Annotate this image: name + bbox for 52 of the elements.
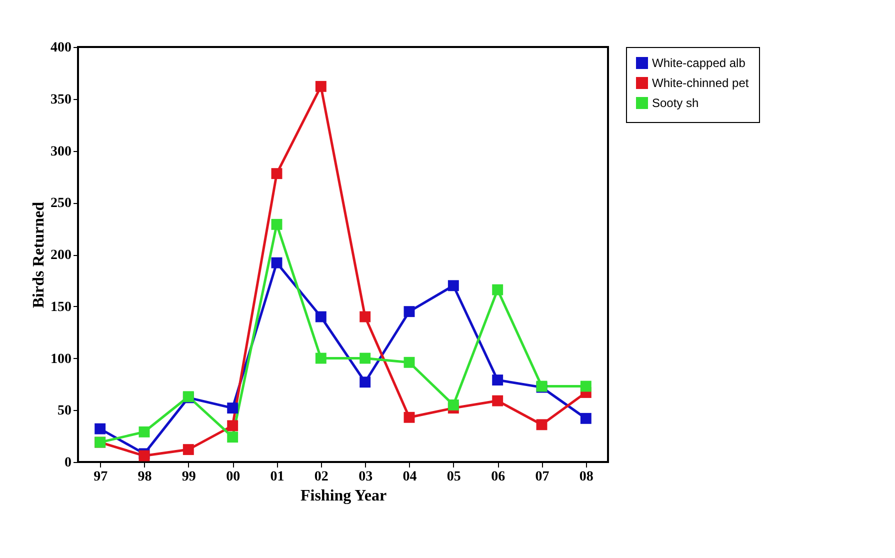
point <box>492 374 504 386</box>
point <box>227 420 238 432</box>
x-tick-label: 08 <box>579 470 594 484</box>
legend-label: White-chinned pet <box>652 76 750 90</box>
x-tick-label: 98 <box>138 470 152 484</box>
y-tick-label: 350 <box>50 92 72 108</box>
x-tick-label: 02 <box>314 470 328 484</box>
point <box>227 402 238 414</box>
x-tick-label: 99 <box>182 470 196 484</box>
y-tick-label: 200 <box>50 248 72 263</box>
y-tick-label: 100 <box>50 352 72 367</box>
x-tick-label: 01 <box>270 470 284 484</box>
y-tick-label: 250 <box>50 196 72 212</box>
x-tick-label: 05 <box>446 470 461 484</box>
point <box>404 412 415 423</box>
y-axis-title: Birds Returned <box>30 202 48 308</box>
x-tick-label: 00 <box>226 470 240 484</box>
point <box>315 352 326 364</box>
x-tick-label: 97 <box>94 470 108 484</box>
point <box>271 257 282 268</box>
x-tick-label: 06 <box>491 470 506 484</box>
legend-label: White-capped alb <box>652 56 746 70</box>
point <box>360 311 371 322</box>
point <box>227 432 238 443</box>
point <box>138 426 150 438</box>
x-tick-label: 04 <box>402 470 417 484</box>
point <box>492 395 504 406</box>
point <box>404 306 415 318</box>
y-tick-label: 50 <box>58 404 72 419</box>
point <box>448 399 459 410</box>
point <box>360 376 371 388</box>
y-tick-label: 150 <box>50 300 72 315</box>
legend-label: Sooty sh <box>652 96 699 110</box>
point <box>360 352 371 364</box>
point <box>271 218 282 230</box>
point <box>492 284 504 296</box>
point <box>448 280 459 292</box>
x-axis-title: Fishing Year <box>300 488 387 504</box>
point <box>536 419 548 430</box>
y-tick-label: 0 <box>64 456 72 470</box>
point <box>404 356 415 368</box>
point <box>94 423 106 434</box>
point <box>580 380 592 392</box>
point <box>580 412 592 424</box>
point <box>182 444 194 456</box>
y-tick-label: 300 <box>50 144 72 160</box>
x-tick-label: 07 <box>535 470 550 484</box>
y-tick-label: 400 <box>50 40 72 56</box>
point <box>315 80 326 92</box>
x-tick-label: 03 <box>358 470 373 484</box>
point <box>315 311 326 322</box>
point <box>271 168 282 180</box>
